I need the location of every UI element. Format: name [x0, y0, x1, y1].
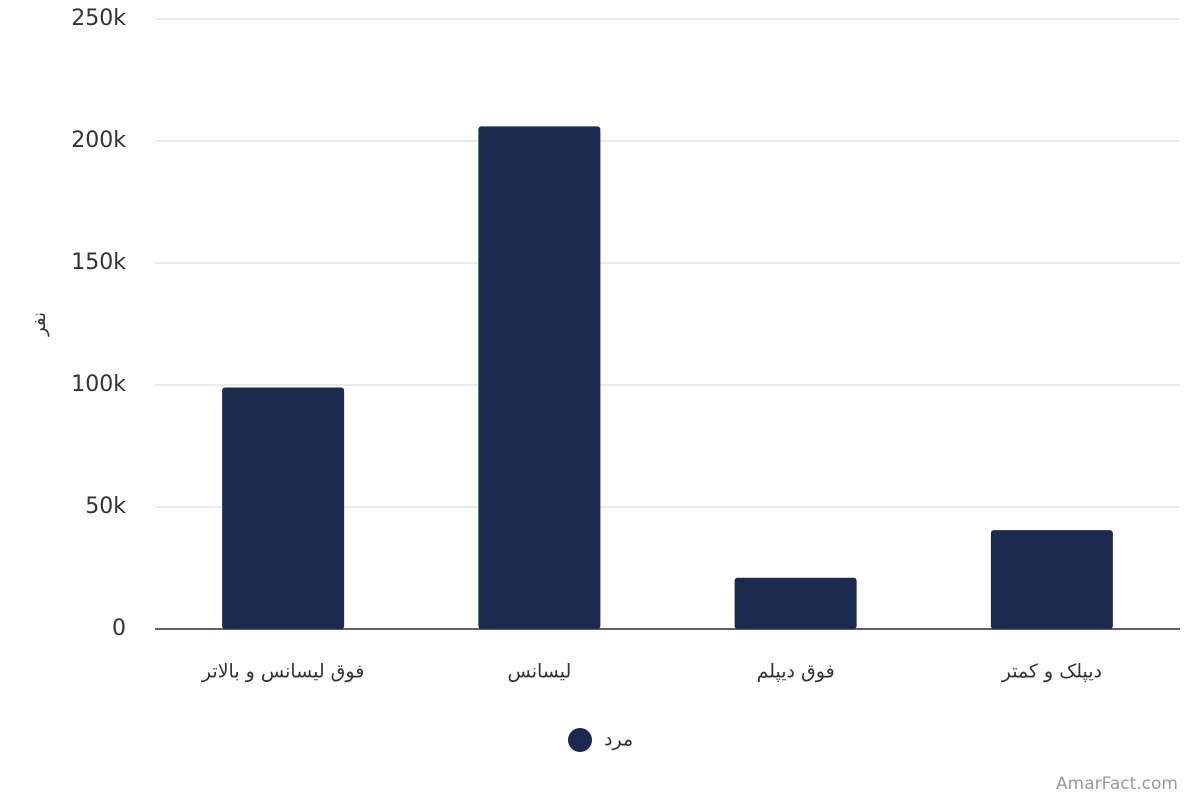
x-tick-label: دیپلک و کمتر [1001, 661, 1102, 683]
y-tick-label: 250k [71, 6, 126, 31]
legend-label: مرد [604, 729, 633, 751]
bar [478, 126, 601, 630]
credit[interactable]: AmarFact.com [1056, 774, 1178, 794]
bar [990, 530, 1113, 629]
y-tick-label: 200k [71, 128, 126, 153]
y-tick-label: 0 [112, 616, 126, 641]
x-tick-label: لیسانس [507, 661, 571, 683]
x-tick-label: فوق دیپلم [757, 661, 835, 683]
x-tick-label: فوق لیسانس و بالاتر [201, 661, 364, 683]
y-tick-label: 150k [71, 250, 126, 275]
bar [734, 577, 857, 629]
y-tick-label: 50k [85, 494, 126, 519]
y-tick-label: 100k [71, 372, 126, 397]
legend-marker [568, 728, 592, 752]
bar [222, 387, 345, 629]
y-axis-label: نفر [29, 312, 50, 337]
